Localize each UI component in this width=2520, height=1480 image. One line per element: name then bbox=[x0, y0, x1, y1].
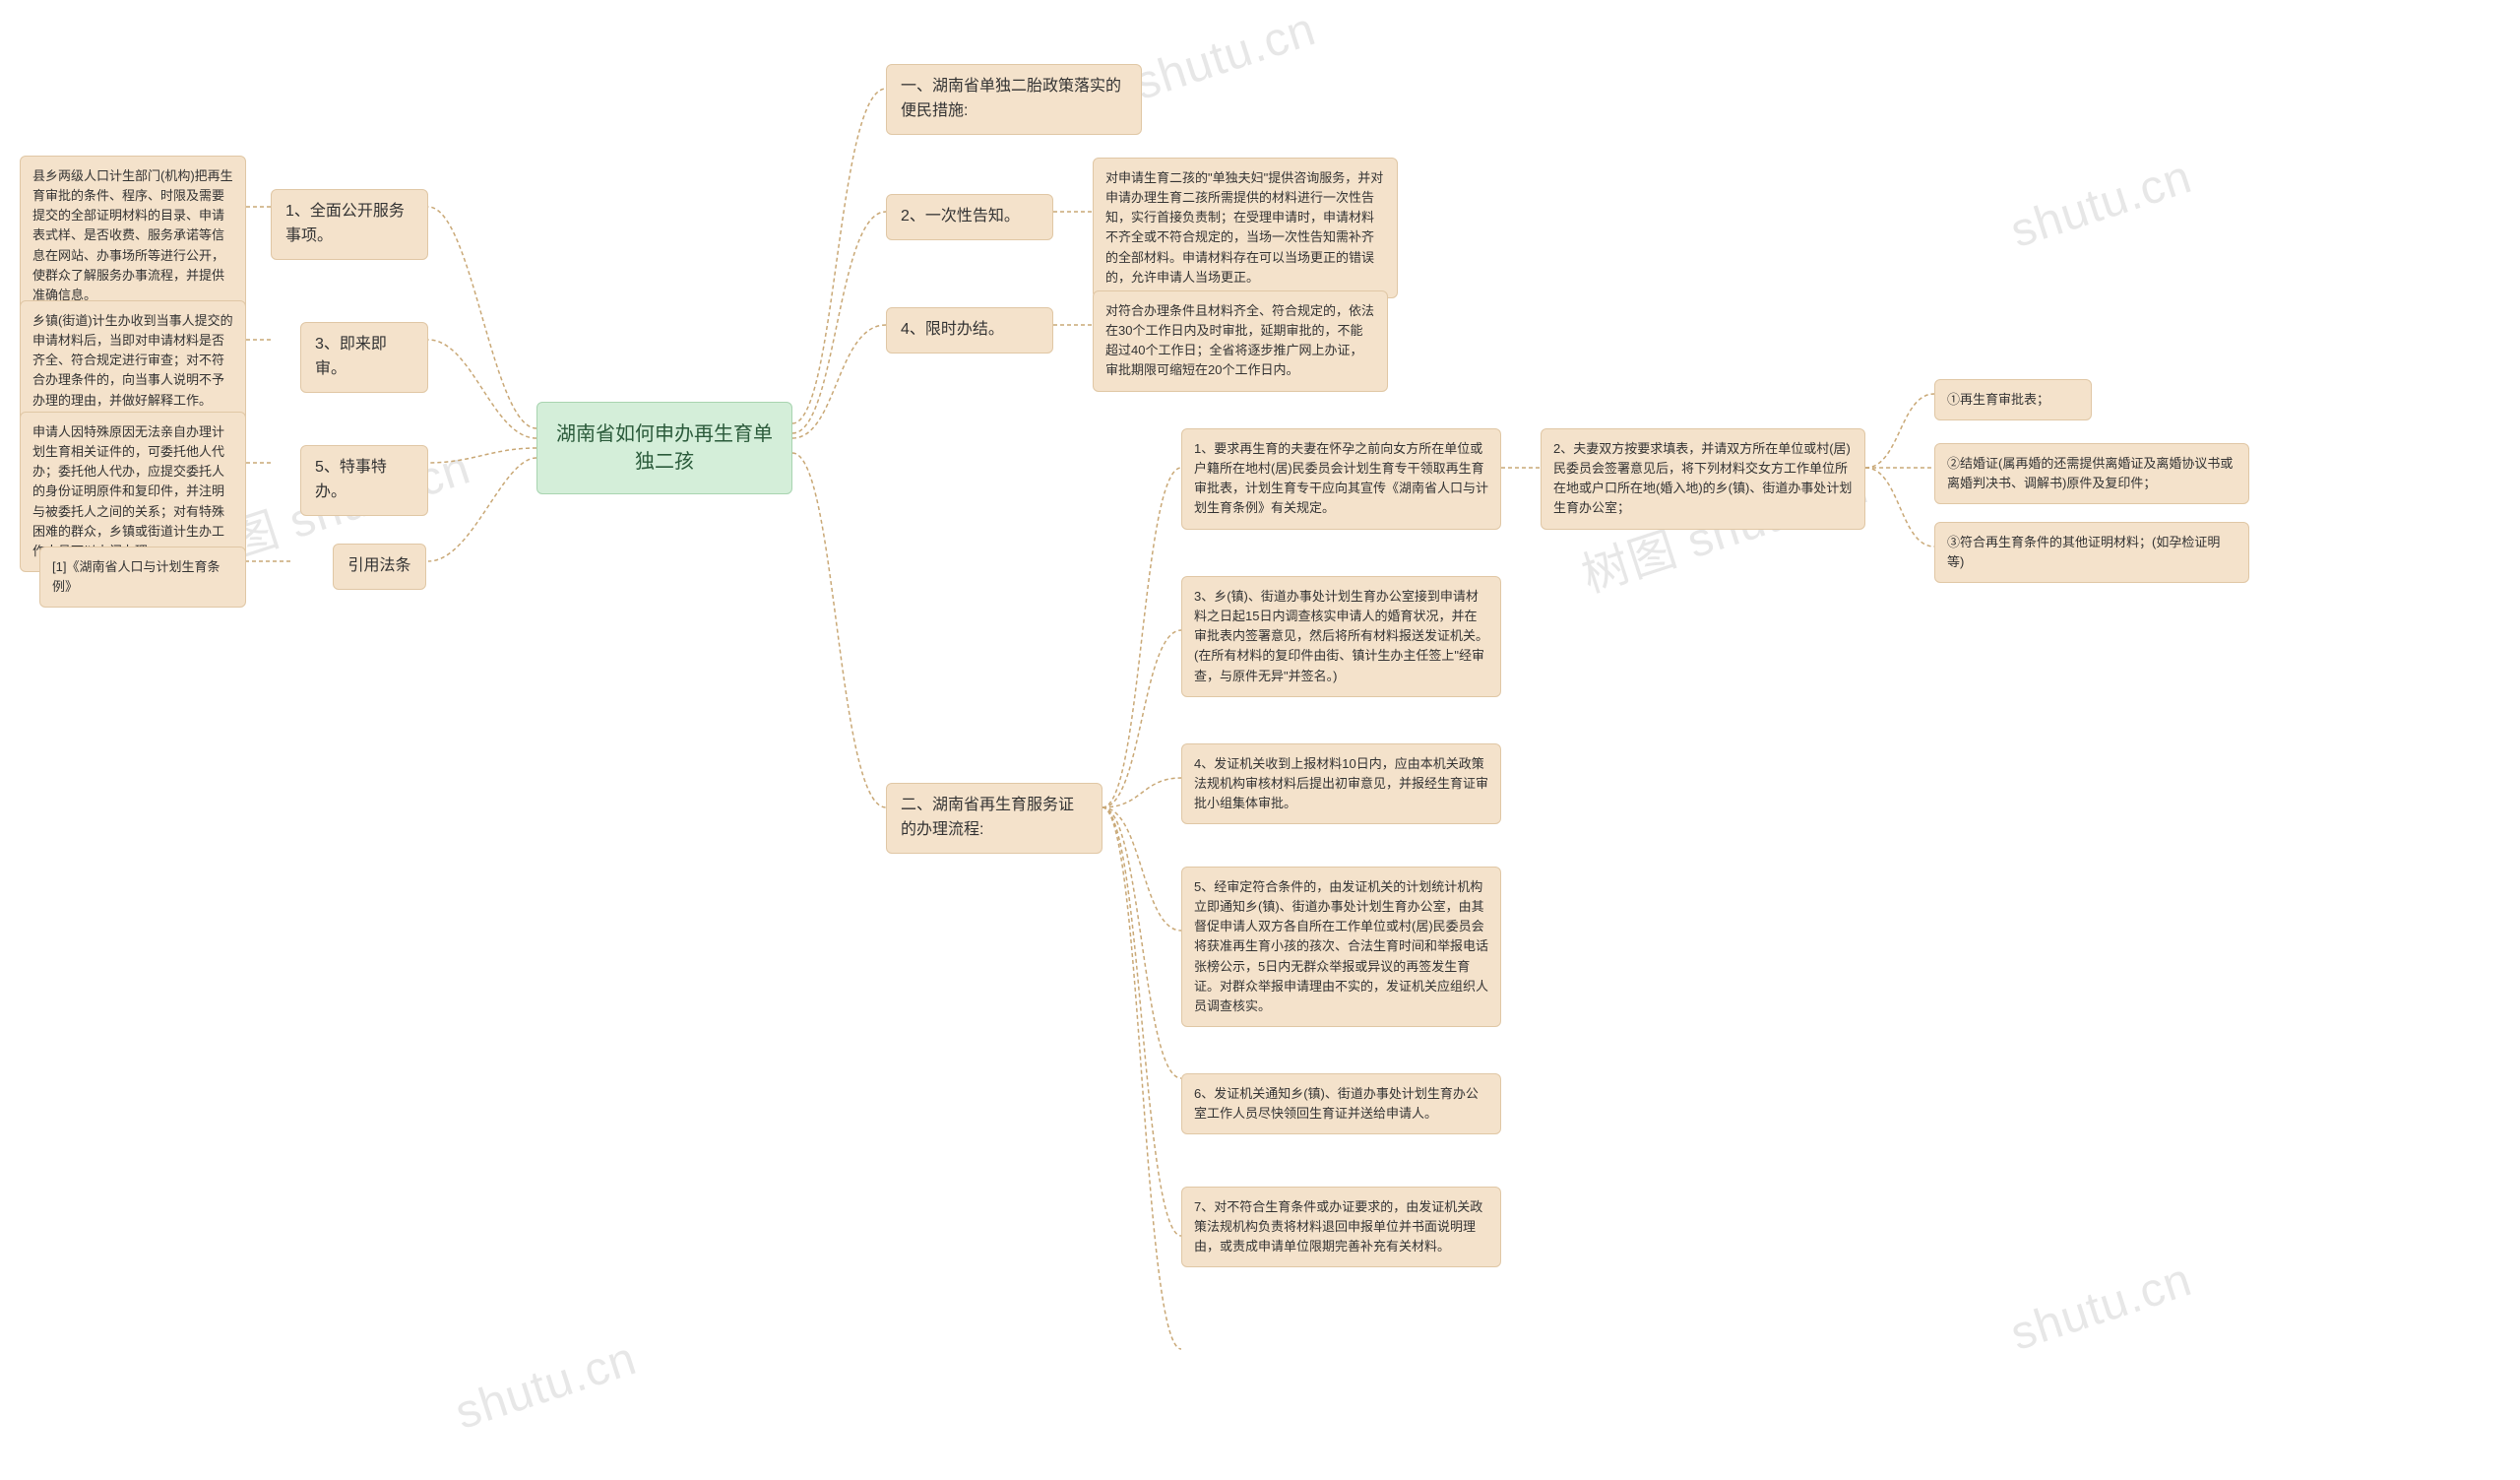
watermark: shutu.cn bbox=[1128, 2, 1322, 111]
left-leaf-ref: [1]《湖南省人口与计划生育条例》 bbox=[39, 547, 246, 608]
sec2-step-1: 1、要求再生育的夫妻在怀孕之前向女方所在单位或户籍所在地村(居)民委员会计划生育… bbox=[1181, 428, 1501, 530]
left-leaf-3: 乡镇(街道)计生办收到当事人提交的申请材料后，当即对申请材料是否齐全、符合规定进… bbox=[20, 300, 246, 421]
watermark: shutu.cn bbox=[449, 1331, 643, 1441]
sec1-b4-desc: 对符合办理条件且材料齐全、符合规定的，依法在30个工作日内及时审批，延期审批的，… bbox=[1093, 290, 1388, 392]
sec1-title: 一、湖南省单独二胎政策落实的便民措施: bbox=[886, 64, 1142, 135]
watermark: shutu.cn bbox=[2004, 150, 2198, 259]
sec2-title: 二、湖南省再生育服务证的办理流程: bbox=[886, 783, 1102, 854]
left-branch-ref: 引用法条 bbox=[333, 544, 426, 590]
left-leaf-1: 县乡两级人口计生部门(机构)把再生育审批的条件、程序、时限及需要提交的全部证明材… bbox=[20, 156, 246, 316]
sec1-b2-desc: 对申请生育二孩的"单独夫妇"提供咨询服务，并对申请办理生育二孩所需提供的材料进行… bbox=[1093, 158, 1398, 298]
sec2-step2-sub-3: ③符合再生育条件的其他证明材料；(如孕检证明等) bbox=[1934, 522, 2249, 583]
sec2-step-3: 3、乡(镇)、街道办事处计划生育办公室接到申请材料之日起15日内调查核实申请人的… bbox=[1181, 576, 1501, 697]
left-branch-1: 1、全面公开服务事项。 bbox=[271, 189, 428, 260]
sec2-step-2: 2、夫妻双方按要求填表，并请双方所在单位或村(居)民委员会签署意见后，将下列材料… bbox=[1541, 428, 1865, 530]
sec2-step-7: 7、对不符合生育条件或办证要求的，由发证机关政策法规机构负责将材料退回申报单位并… bbox=[1181, 1187, 1501, 1267]
sec2-step2-sub-2: ②结婚证(属再婚的还需提供离婚证及离婚协议书或离婚判决书、调解书)原件及复印件； bbox=[1934, 443, 2249, 504]
sec2-step2-sub-1: ①再生育审批表； bbox=[1934, 379, 2092, 420]
left-branch-3: 3、即来即审。 bbox=[300, 322, 428, 393]
sec1-b2: 2、一次性告知。 bbox=[886, 194, 1053, 240]
sec2-step-4: 4、发证机关收到上报材料10日内，应由本机关政策法规机构审核材料后提出初审意见，… bbox=[1181, 743, 1501, 824]
left-branch-5: 5、特事特办。 bbox=[300, 445, 428, 516]
sec2-step-5: 5、经审定符合条件的，由发证机关的计划统计机构立即通知乡(镇)、街道办事处计划生… bbox=[1181, 867, 1501, 1027]
sec2-step-6: 6、发证机关通知乡(镇)、街道办事处计划生育办公室工作人员尽快领回生育证并送给申… bbox=[1181, 1073, 1501, 1134]
sec1-b4: 4、限时办结。 bbox=[886, 307, 1053, 354]
watermark: shutu.cn bbox=[2004, 1253, 2198, 1362]
root-node: 湖南省如何申办再生育单独二孩 bbox=[536, 402, 792, 494]
